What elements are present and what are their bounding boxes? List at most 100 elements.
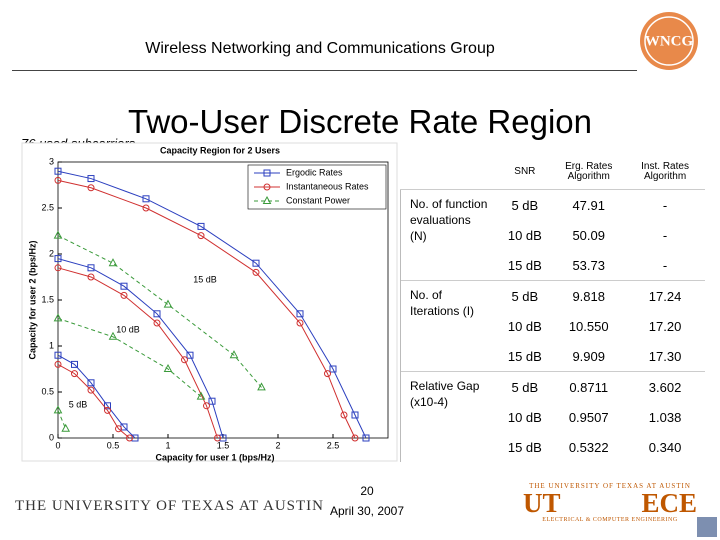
marker [153, 310, 161, 318]
marker [108, 331, 118, 340]
marker [87, 184, 95, 192]
ece-logo-right: ECE [641, 488, 697, 518]
y-tick-label: 1.5 [41, 294, 54, 304]
y-tick-label: 1 [49, 340, 54, 350]
marker [54, 264, 62, 272]
marker [61, 423, 71, 432]
marker [203, 402, 210, 410]
y-tick-label: 2 [49, 248, 54, 258]
legend-marker [263, 183, 271, 191]
table-cell: 0.5322 [568, 439, 609, 455]
header-rule [12, 70, 637, 71]
table-cell: 47.91 [552, 189, 626, 220]
marker [196, 391, 206, 400]
table-cell: 17.24 [625, 280, 705, 311]
header-row: SNR Erg. Rates Algorithm Inst. Rates Algor… [401, 155, 706, 190]
group-label: Relative Gap (x10-4) [400, 371, 498, 462]
marker [257, 382, 266, 391]
page-number: 20 [360, 484, 374, 498]
table-cell: 15 dB [507, 439, 542, 455]
slide-title: Two-User Discrete Rate Region [128, 103, 592, 140]
marker [362, 434, 370, 442]
marker [54, 176, 62, 184]
x-tick-label: 0 [55, 440, 60, 450]
logo-text: WNCG [645, 33, 694, 49]
marker [252, 259, 260, 267]
marker [351, 411, 359, 419]
marker [54, 360, 62, 368]
table-cell: 10 dB [507, 318, 542, 334]
table-cell: 3.602 [625, 371, 705, 402]
table-row: No. of function evaluations (N) 5 dB 47.91… [400, 189, 705, 281]
marker [54, 255, 62, 263]
group-label: No. of Iterations (I) [400, 280, 498, 372]
x-tick-label: 2.5 [327, 440, 340, 450]
table-cell: 17.20 [648, 318, 682, 334]
wncg-logo: WNCG [640, 12, 698, 70]
marker [54, 167, 62, 175]
x-tick-label: 0.5 [107, 440, 120, 450]
table-cell: 10 dB [507, 227, 542, 243]
y-tick-label: 2.5 [41, 202, 54, 212]
table-cell: - [662, 227, 668, 243]
marker [208, 397, 216, 405]
table-row: 10 dB 0.9507 1.038 [401, 402, 706, 432]
group-label: No. of function evaluations (N) [400, 189, 498, 281]
header-cell: Erg. Rates Algorithm [565, 161, 613, 182]
table-row: 10 dB 50.09 - [401, 220, 706, 250]
marker [153, 319, 161, 327]
marker [296, 310, 304, 318]
table-cell: 10 dB [507, 409, 542, 425]
marker [104, 406, 111, 414]
table-cell: - [662, 257, 668, 273]
table-cell: 0.9507 [568, 409, 609, 425]
table-row: No. of Iterations (I) 5 dB 9.818 17.24 [400, 280, 705, 372]
table-cell: 5 dB [497, 189, 553, 220]
table-cell: 1.038 [648, 409, 682, 425]
marker [329, 365, 337, 373]
table-cell: 9.909 [572, 348, 605, 364]
marker [115, 425, 122, 433]
marker [53, 230, 63, 239]
logo-circle [640, 12, 698, 70]
results-table: SNR Erg. Rates Algorithm Inst. Rates Algor… [400, 155, 705, 462]
x-axis-label: Capacity for user 1 (bps/Hz) [155, 452, 274, 462]
header-cell [401, 155, 498, 190]
marker [252, 268, 260, 276]
table-cell: 15 dB [507, 348, 542, 364]
nav-icon[interactable] [697, 517, 717, 537]
table-row: 15 dB 53.73 - [401, 250, 706, 281]
marker [87, 175, 95, 183]
marker [142, 195, 150, 203]
marker [197, 222, 205, 230]
marker [120, 282, 128, 290]
table-cell: 0.340 [648, 439, 682, 455]
table-cell: 9.818 [552, 280, 626, 311]
legend-label: Instantaneous Rates [286, 181, 369, 191]
header-cell: Inst. Rates Algorithm [641, 161, 689, 182]
marker [54, 351, 62, 359]
marker [324, 370, 331, 378]
marker [296, 319, 304, 327]
marker [214, 434, 221, 442]
table-cell: 10.550 [568, 318, 609, 334]
marker [229, 350, 239, 359]
table-cell: 15 dB [507, 257, 542, 273]
ece-logo-left: UT [523, 488, 561, 518]
ece-logo-top: THE UNIVERSITY OF TEXAS AT AUSTIN [529, 482, 691, 490]
legend-label: Ergodic Rates [286, 167, 343, 177]
y-tick-label: 3 [49, 156, 54, 166]
table-row: Relative Gap (x10-4) 5 dB 0.8711 3.602 [400, 371, 705, 462]
legend-marker [263, 169, 271, 177]
marker [186, 351, 194, 359]
marker [142, 204, 150, 212]
table-cell: 17.30 [648, 348, 682, 364]
marker [71, 370, 78, 378]
marker [197, 232, 205, 240]
chart: Capacity Region for 2 Users Capacity for… [21, 142, 398, 462]
table-row: 10 dB 10.550 17.20 [401, 311, 706, 341]
annotation: 10 dB [116, 324, 140, 334]
y-tick-label: 0.5 [41, 386, 54, 396]
marker [163, 363, 173, 372]
